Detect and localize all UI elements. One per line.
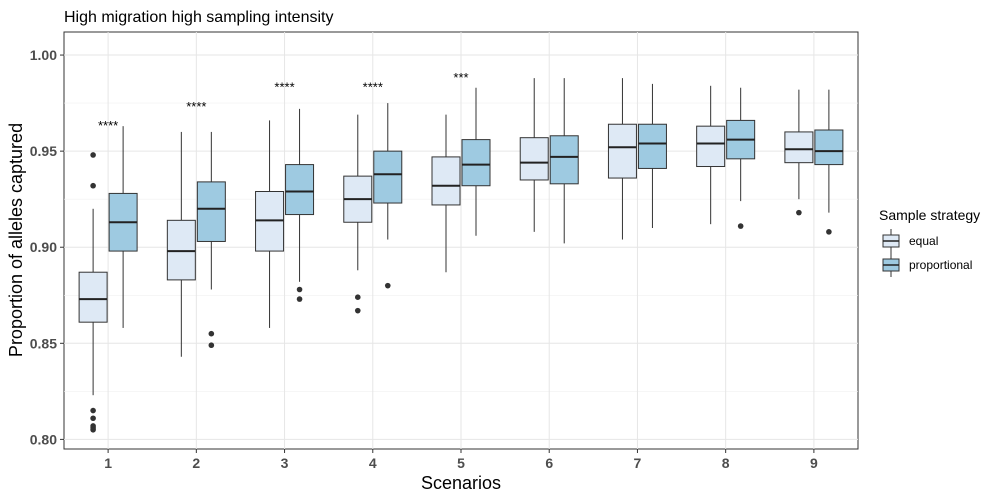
gridlines <box>64 32 858 449</box>
box-proportional-1 <box>108 126 138 328</box>
x-tick-label: 5 <box>457 455 465 471</box>
box-proportional-3 <box>285 108 315 302</box>
x-tick-label: 4 <box>369 455 377 471</box>
y-axis-title: Proportion of alleles captured <box>6 123 26 357</box>
box-equal-7 <box>607 78 637 240</box>
box-series <box>78 78 844 433</box>
legend-label: proportional <box>909 258 972 272</box>
box-equal-9 <box>784 89 814 216</box>
outlier-point <box>296 296 303 302</box>
box-equal-5 <box>431 114 461 273</box>
outlier-point <box>90 426 96 433</box>
significance-label: **** <box>363 80 383 95</box>
box-iqr <box>196 181 226 242</box>
significance-label: **** <box>186 99 206 114</box>
significance-label: *** <box>453 70 468 85</box>
x-tick-label: 2 <box>192 455 200 471</box>
outlier-point <box>90 182 96 189</box>
legend-item-proportional: proportional <box>882 253 972 277</box>
outlier-point <box>354 307 361 314</box>
y-tick-label: 0.80 <box>30 431 57 447</box>
significance-label: **** <box>274 80 294 95</box>
outlier-point <box>796 209 802 216</box>
outlier-point <box>296 286 303 293</box>
y-tick-label: 0.90 <box>30 239 57 255</box>
x-tick-label: 7 <box>634 455 642 471</box>
x-tick-label: 8 <box>722 455 730 471</box>
box-equal-6 <box>519 78 549 232</box>
box-proportional-2 <box>196 131 226 349</box>
box-iqr <box>637 123 667 169</box>
box-equal-4 <box>343 114 373 314</box>
legend-title: Sample strategy <box>879 207 980 223</box>
significance-label: **** <box>98 118 118 133</box>
box-iqr <box>78 271 108 323</box>
outlier-point <box>737 223 744 229</box>
significance-annotations: ************ ******* <box>98 70 469 133</box>
outlier-point <box>384 282 391 289</box>
box-iqr <box>784 131 814 164</box>
y-axis-ticks: 0.80 0.85 0.90 0.95 1.00 <box>30 47 64 447</box>
box-iqr <box>696 125 726 168</box>
y-tick-label: 0.95 <box>30 143 57 159</box>
x-tick-label: 6 <box>545 455 553 471</box>
chart-title: High migration high sampling intensity <box>64 9 333 26</box>
legend: Sample strategy equal proportional <box>879 207 980 277</box>
box-proportional-5 <box>461 87 491 236</box>
box-iqr <box>519 137 549 181</box>
box-iqr <box>607 123 637 179</box>
box-proportional-8 <box>726 87 756 229</box>
box-iqr <box>285 164 315 216</box>
box-iqr <box>431 156 461 206</box>
box-iqr <box>814 129 844 166</box>
outlier-point <box>208 342 215 349</box>
box-iqr <box>373 150 403 204</box>
box-proportional-7 <box>637 83 667 229</box>
x-tick-label: 3 <box>281 455 289 471</box>
box-iqr <box>549 135 579 185</box>
x-axis-ticks: 1 2 3 4 5 6 7 8 9 <box>104 449 818 471</box>
x-axis-title: Scenarios <box>421 473 501 493</box>
box-equal-3 <box>255 120 285 328</box>
outlier-point <box>208 330 215 337</box>
box-proportional-9 <box>814 89 844 235</box>
x-tick-label: 1 <box>104 455 112 471</box>
outlier-point <box>826 229 832 235</box>
outlier-point <box>90 407 96 414</box>
x-tick-label: 9 <box>810 455 818 471</box>
box-proportional-4 <box>373 103 403 289</box>
box-iqr <box>461 139 491 187</box>
legend-label: equal <box>909 234 938 248</box>
y-tick-label: 1.00 <box>30 47 57 63</box>
box-equal-8 <box>696 85 726 225</box>
outlier-point <box>90 152 96 158</box>
box-equal-2 <box>166 131 196 357</box>
box-proportional-6 <box>549 78 579 244</box>
box-equal-1 <box>78 152 108 433</box>
outlier-point <box>354 294 361 300</box>
y-tick-label: 0.85 <box>30 335 57 351</box>
outlier-point <box>90 415 96 422</box>
legend-item-equal: equal <box>882 229 938 253</box>
